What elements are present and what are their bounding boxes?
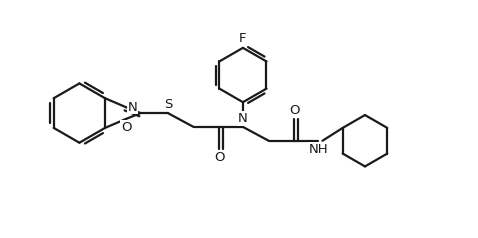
Text: S: S: [163, 98, 172, 111]
Text: F: F: [239, 32, 247, 45]
Text: O: O: [289, 104, 300, 117]
Text: N: N: [238, 112, 247, 125]
Text: O: O: [214, 151, 225, 164]
Text: N: N: [127, 101, 137, 114]
Text: NH: NH: [309, 143, 329, 156]
Text: O: O: [121, 121, 131, 134]
